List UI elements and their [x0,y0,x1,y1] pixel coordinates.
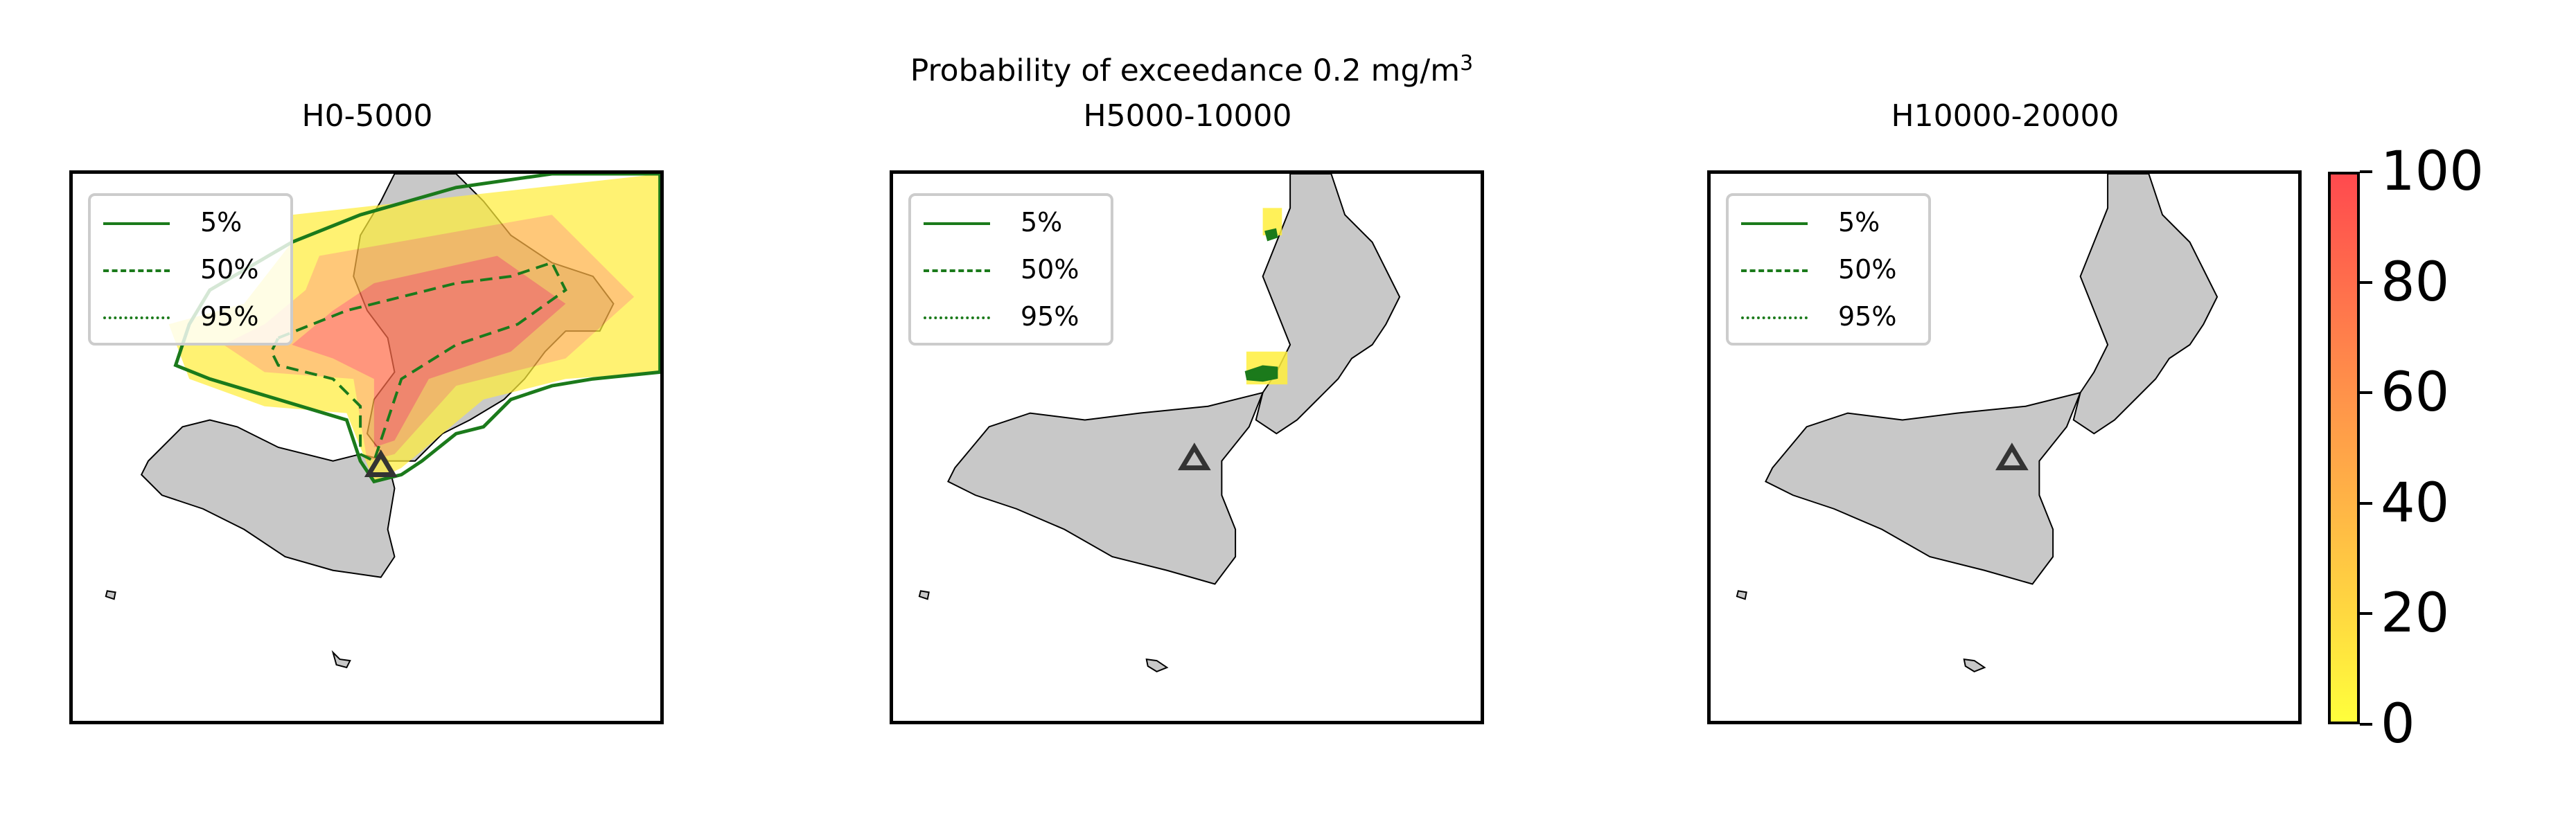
colorbar-tick-label: 20 [2381,582,2450,645]
legend-item-95: 95% [1741,297,1921,339]
legend-h5000-10000: 5% 50% 95% [908,193,1113,346]
italy-landmass [1255,174,1401,435]
colorbar-tick [2360,501,2372,505]
colorbar-tick-label: 60 [2381,361,2450,424]
vent-triangle-icon [1995,442,2029,471]
legend-item-95: 95% [924,297,1104,339]
map-panel-h10000-20000: 5% 50% 95% [1707,170,2302,724]
map-panel-h0-5000: 5% 50% 95% [69,170,664,724]
colorbar-tick-label: 100 [2381,141,2484,203]
contour-5-percent [173,174,660,484]
legend-item-5: 5% [103,203,283,244]
legend-h10000-20000: 5% 50% 95% [1726,193,1931,346]
panel-title-h0-5000: H0-5000 [301,98,433,134]
legend-item-50: 50% [924,250,1104,292]
colorbar-tick-label: 80 [2381,251,2450,314]
panel-title-h5000-10000: H5000-10000 [1083,98,1292,134]
sicily-landmass [1736,391,2082,673]
sicily-landmass [918,391,1264,673]
colorbar [2328,172,2360,724]
vent-triangle-icon [1177,442,1211,471]
legend-item-50: 50% [103,250,283,292]
panel-title-h10000-20000: H10000-20000 [1891,98,2119,134]
legend-h0-5000: 5% 50% 95% [88,193,293,346]
figure-title: Probability of exceedance 0.2 mg/m3 [0,44,2383,91]
contour-5-percent [1244,228,1278,382]
map-panel-h5000-10000: 5% 50% 95% [890,170,1484,724]
colorbar-tick-label: 0 [2381,693,2415,755]
colorbar-tick [2360,280,2372,284]
colorbar-tick [2360,612,2372,616]
italy-landmass [2072,174,2218,435]
colorbar-tick-label: 40 [2381,472,2450,535]
map-h5000-10000 [918,174,1401,673]
figure-title-text: Probability of exceedance 0.2 mg/m [910,53,1461,89]
colorbar-tick [2360,391,2372,395]
figure-title-superscript: 3 [1460,51,1474,75]
colorbar-tick [2360,723,2372,726]
vent-triangle-icon [364,449,398,477]
colorbar-tick [2360,170,2372,173]
legend-item-50: 50% [1741,250,1921,292]
map-h10000-20000 [1736,174,2218,673]
legend-item-5: 5% [924,203,1104,244]
legend-item-95: 95% [103,297,283,339]
legend-item-5: 5% [1741,203,1921,244]
contour-50-percent [270,260,567,463]
sicily-landmass [105,419,396,669]
